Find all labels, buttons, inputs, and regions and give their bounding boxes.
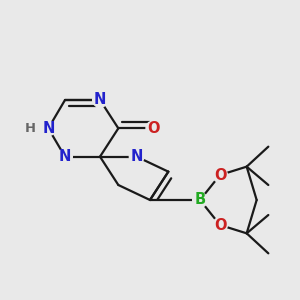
- Circle shape: [93, 93, 107, 107]
- Circle shape: [213, 218, 227, 232]
- Circle shape: [146, 121, 161, 136]
- Text: O: O: [214, 167, 226, 182]
- Circle shape: [41, 121, 56, 136]
- Text: O: O: [147, 121, 160, 136]
- Text: B: B: [194, 193, 206, 208]
- Text: N: N: [130, 149, 143, 164]
- Text: N: N: [42, 121, 55, 136]
- Circle shape: [23, 122, 37, 135]
- Circle shape: [129, 149, 144, 164]
- Text: N: N: [94, 92, 106, 107]
- Text: O: O: [214, 218, 226, 232]
- Text: N: N: [59, 149, 71, 164]
- Circle shape: [193, 193, 207, 207]
- Text: H: H: [25, 122, 35, 135]
- Circle shape: [213, 168, 227, 182]
- Circle shape: [58, 149, 72, 164]
